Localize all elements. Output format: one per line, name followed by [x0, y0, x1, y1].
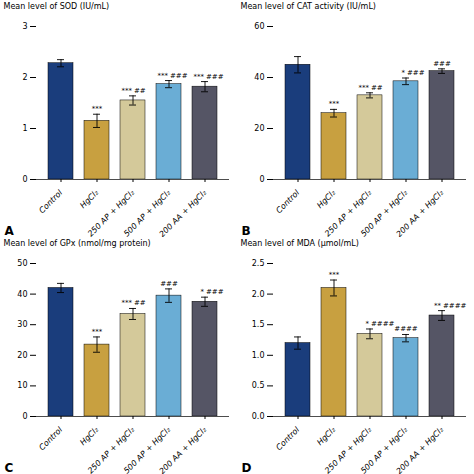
- svg-text:####: ####: [443, 302, 467, 310]
- svg-text:***: ***: [359, 84, 370, 92]
- svg-text:50: 50: [17, 259, 27, 268]
- svg-text:200 AA + HgCl₂: 200 AA + HgCl₂: [395, 188, 446, 237]
- svg-text:***: ***: [194, 73, 205, 81]
- svg-text:***: ***: [92, 328, 103, 336]
- svg-text:###: ###: [206, 73, 224, 81]
- svg-text:Control: Control: [274, 188, 301, 215]
- svg-text:Control: Control: [37, 188, 64, 215]
- svg-text:2.0: 2.0: [252, 290, 265, 299]
- svg-text:1.0: 1.0: [252, 351, 265, 360]
- svg-text:HgCl₂: HgCl₂: [78, 425, 101, 448]
- svg-text:20: 20: [254, 124, 264, 133]
- svg-text:***: ***: [122, 299, 133, 307]
- svg-text:200 AA + HgCl₂: 200 AA + HgCl₂: [158, 188, 209, 237]
- svg-text:200 AA + HgCl₂: 200 AA + HgCl₂: [395, 425, 446, 474]
- svg-text:HgCl₂: HgCl₂: [315, 188, 338, 211]
- svg-text:1: 1: [22, 124, 27, 133]
- svg-text:*: *: [402, 69, 406, 77]
- svg-text:Control: Control: [37, 425, 64, 452]
- svg-text:***: ***: [158, 72, 169, 80]
- svg-text:HgCl₂: HgCl₂: [78, 188, 101, 211]
- svg-text:3: 3: [22, 22, 27, 31]
- svg-text:####: ####: [371, 320, 395, 328]
- svg-text:***: ***: [122, 87, 133, 95]
- svg-text:0.0: 0.0: [252, 412, 265, 421]
- svg-text:###: ###: [407, 69, 425, 77]
- svg-text:0: 0: [22, 412, 27, 421]
- svg-text:0.5: 0.5: [252, 381, 265, 390]
- svg-text:10: 10: [17, 381, 27, 390]
- svg-text:2.5: 2.5: [252, 259, 265, 268]
- svg-text:##: ##: [134, 87, 146, 95]
- svg-text:40: 40: [17, 290, 27, 299]
- svg-text:Mean level of GPx (nmol/mg pro: Mean level of GPx (nmol/mg protein): [4, 239, 151, 248]
- svg-text:60: 60: [254, 22, 264, 31]
- svg-text:40: 40: [254, 73, 264, 82]
- svg-text:***: ***: [329, 271, 340, 279]
- svg-text:###: ###: [170, 72, 188, 80]
- svg-text:Mean level of SOD (IU/mL): Mean level of SOD (IU/mL): [4, 2, 110, 11]
- svg-text:*: *: [201, 288, 205, 296]
- svg-text:##: ##: [134, 299, 146, 307]
- svg-text:**: **: [434, 302, 442, 310]
- svg-text:C: C: [5, 461, 14, 474]
- svg-text:***: ***: [92, 105, 103, 113]
- svg-text:2: 2: [22, 73, 27, 82]
- svg-text:200 AA + HgCl₂: 200 AA + HgCl₂: [158, 425, 209, 474]
- svg-text:B: B: [242, 224, 251, 238]
- svg-text:0: 0: [22, 175, 27, 184]
- svg-text:D: D: [242, 461, 252, 474]
- svg-text:1.5: 1.5: [252, 320, 265, 329]
- svg-text:Control: Control: [274, 425, 301, 452]
- svg-text:###: ###: [160, 280, 178, 288]
- svg-text:Mean level of MDA (μmol/mL): Mean level of MDA (μmol/mL): [241, 239, 359, 248]
- svg-text:***: ***: [329, 100, 340, 108]
- svg-text:Mean level of CAT activity (IU: Mean level of CAT activity (IU/mL): [241, 2, 376, 11]
- svg-text:HgCl₂: HgCl₂: [315, 425, 338, 448]
- svg-text:A: A: [5, 224, 15, 238]
- svg-text:###: ###: [433, 60, 451, 68]
- svg-text:*: *: [366, 320, 370, 328]
- svg-text:###: ###: [206, 288, 224, 296]
- svg-text:30: 30: [17, 320, 27, 329]
- svg-text:20: 20: [17, 351, 27, 360]
- svg-text:0: 0: [259, 175, 264, 184]
- svg-text:##: ##: [371, 84, 383, 92]
- svg-text:####: ####: [394, 325, 418, 333]
